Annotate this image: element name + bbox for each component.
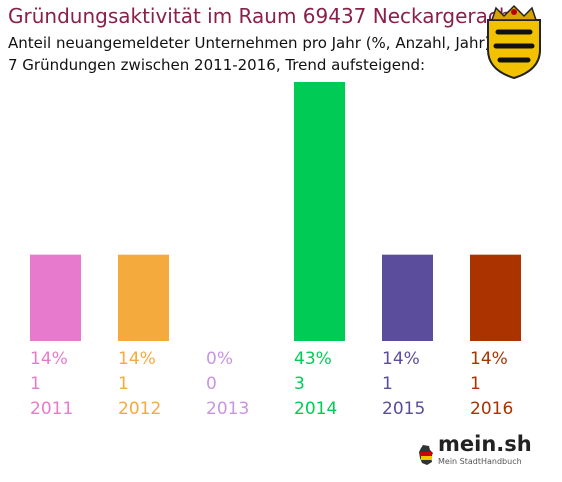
chart-subtitle-line-1: Anteil neuangemeldeter Unternehmen pro J…: [8, 34, 491, 52]
year-label-2014: 2014: [294, 399, 337, 419]
percent-label-2016: 14%: [470, 349, 508, 369]
germany-map-icon: [419, 445, 433, 465]
logo-tagline: Mein StadtHandbuch: [438, 457, 522, 466]
count-label-2015: 1: [382, 374, 393, 394]
year-label-2012: 2012: [118, 399, 161, 419]
percent-label-2015: 14%: [382, 349, 420, 369]
percent-label-2011: 14%: [30, 349, 68, 369]
bar-2016: [470, 254, 521, 341]
bar-2012: [118, 254, 169, 341]
bar-2011: [30, 254, 81, 341]
bar-2015: [382, 254, 433, 341]
coat-of-arms-icon: [487, 4, 541, 80]
chart-title: Gründungsaktivität im Raum 69437 Neckarg…: [8, 4, 512, 28]
year-label-2013: 2013: [206, 399, 249, 419]
year-label-2015: 2015: [382, 399, 425, 419]
percent-label-2013: 0%: [206, 349, 233, 369]
percent-label-2014: 43%: [294, 349, 332, 369]
count-label-2014: 3: [294, 374, 305, 394]
count-label-2013: 0: [206, 374, 217, 394]
year-label-2011: 2011: [30, 399, 73, 419]
count-label-2012: 1: [118, 374, 129, 394]
logo-name: mein.sh: [438, 432, 532, 456]
mein-sh-logo: mein.sh Mein StadtHandbuch: [418, 432, 532, 474]
bar-2014: [294, 82, 345, 341]
count-label-2011: 1: [30, 374, 41, 394]
percent-label-2012: 14%: [118, 349, 156, 369]
year-label-2016: 2016: [470, 399, 513, 419]
chart-subtitle-line-2: 7 Gründungen zwischen 2011-2016, Trend a…: [8, 56, 426, 74]
count-label-2016: 1: [470, 374, 481, 394]
